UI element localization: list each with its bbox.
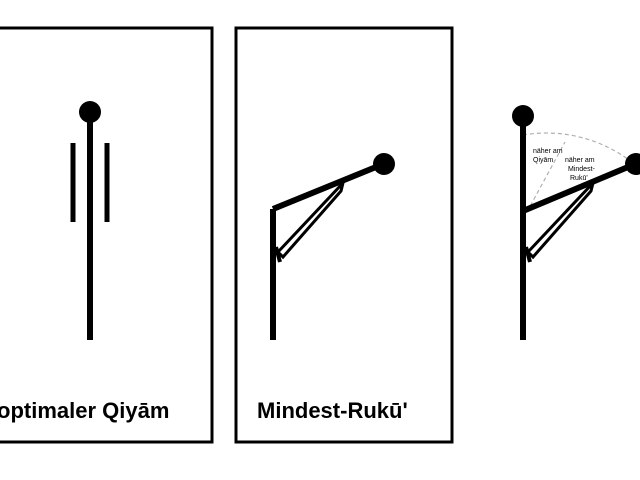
ruku-arm-root (274, 246, 282, 263)
comparison-guide-arc (522, 132, 634, 164)
comparison-guide-divider (526, 141, 566, 213)
panel-ruku-frame (234, 26, 454, 444)
qiyam-figure (70, 101, 110, 340)
panel-qiyam-caption: optimaler Qiyām (0, 398, 169, 423)
panel-ruku: Mindest-Rukū' (234, 26, 454, 444)
comparison-upright-head (512, 105, 534, 127)
panel-qiyam: optimaler Qiyām (0, 26, 214, 444)
ruku-figure (270, 153, 395, 340)
label-closer-qiyam: näher am Qiyām (533, 148, 565, 164)
comparison-arm (525, 177, 596, 260)
comparison-bowed-head (625, 153, 640, 175)
ruku-head (373, 153, 395, 175)
ruku-arm (275, 177, 346, 260)
panel-ruku-caption: Mindest-Rukū' (257, 398, 408, 423)
panel-qiyam-frame (0, 26, 214, 444)
comparison-torso-line (521, 164, 630, 214)
panel-comparison: näher am Qiyām näher am Mindest- Rukū' (512, 105, 640, 340)
qiyam-head (79, 101, 101, 123)
comparison-arm-root (524, 246, 532, 263)
ruku-torso-line (271, 164, 378, 212)
label-closer-ruku: näher am Mindest- Rukū' (565, 157, 597, 182)
